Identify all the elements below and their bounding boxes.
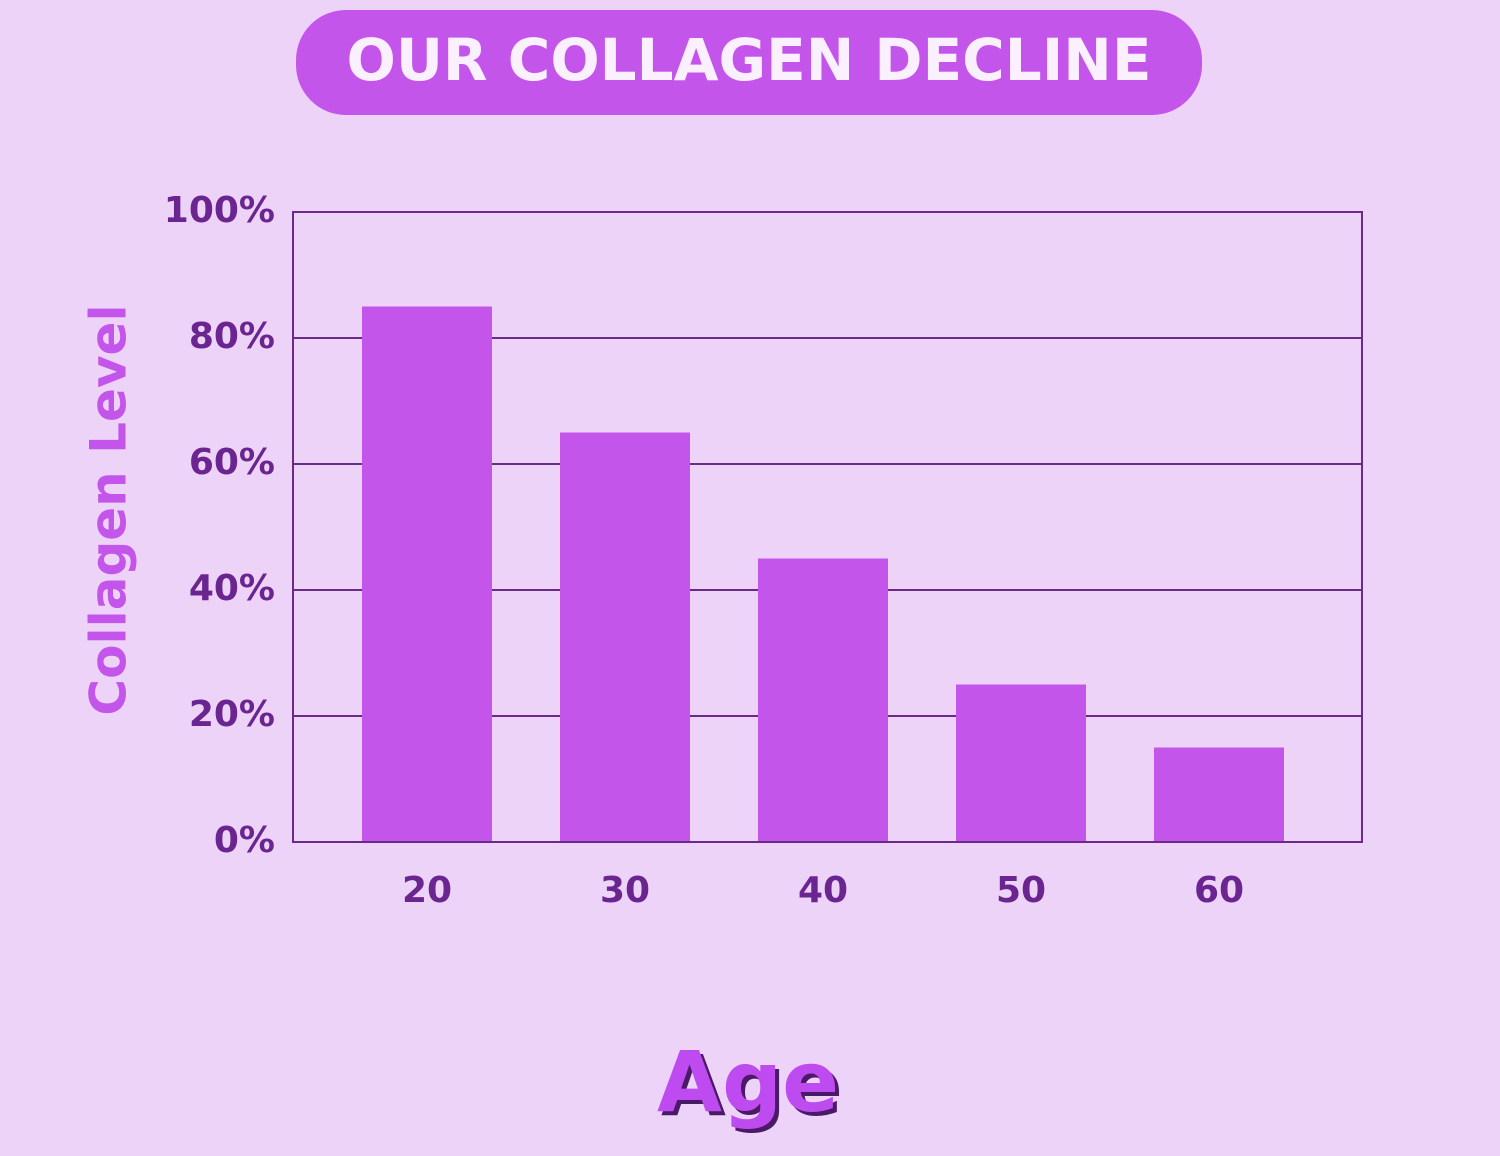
- y-tick-label: 60%: [189, 442, 275, 483]
- y-tick-label: 0%: [214, 820, 275, 861]
- chart-title: OUR COLLAGEN DECLINE: [347, 26, 1152, 94]
- y-axis-label: Collagen Level: [80, 304, 138, 715]
- plot-frame: [292, 211, 1363, 843]
- bar: [956, 684, 1086, 842]
- y-tick-label: 20%: [189, 694, 275, 735]
- x-tick-label: 30: [600, 870, 650, 911]
- x-axis-label-shadow: Age: [661, 1037, 843, 1135]
- bar: [1154, 747, 1284, 842]
- bar: [560, 432, 690, 842]
- bar: [362, 306, 492, 842]
- y-tick-label: 80%: [189, 316, 275, 357]
- x-tick-label: 20: [402, 870, 452, 911]
- bar: [758, 558, 888, 842]
- y-tick-label: 40%: [189, 568, 275, 609]
- x-tick-label: 40: [798, 870, 848, 911]
- y-tick-label: 100%: [164, 190, 275, 231]
- x-axis-label: Age: [657, 1033, 839, 1131]
- x-tick-label: 50: [996, 870, 1046, 911]
- title-pill: [296, 10, 1202, 115]
- x-tick-label: 60: [1194, 870, 1244, 911]
